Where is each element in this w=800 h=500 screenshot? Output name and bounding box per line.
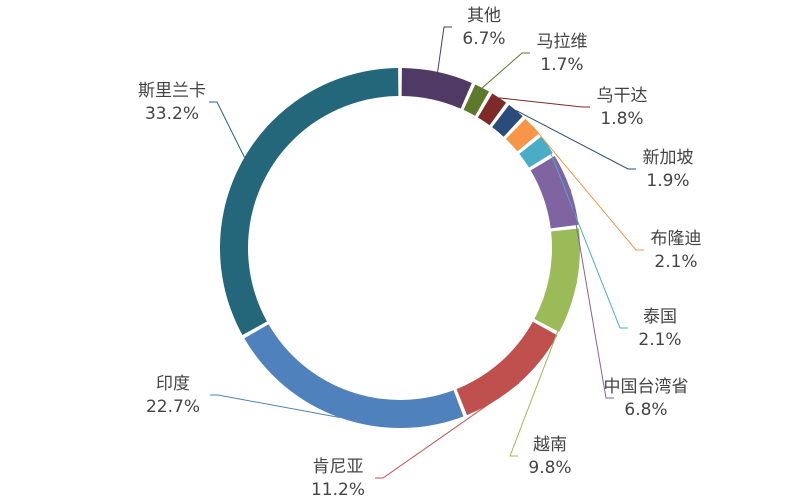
slice-category-label: 布隆迪 bbox=[651, 229, 702, 249]
slice-category-label: 其他 bbox=[467, 6, 501, 26]
leader-line-1 bbox=[437, 26, 452, 73]
leader-lines bbox=[209, 26, 644, 479]
leader-line-5 bbox=[531, 125, 644, 251]
slice-value-label: 2.1% bbox=[654, 252, 697, 272]
slice-category-label: 斯里兰卡 bbox=[138, 81, 206, 101]
slice-value-label: 6.7% bbox=[462, 29, 505, 49]
slice-7 bbox=[530, 156, 579, 229]
leader-line-4 bbox=[515, 109, 636, 170]
slice-value-label: 6.8% bbox=[624, 400, 667, 420]
slice-value-label: 33.2% bbox=[145, 104, 199, 124]
slice-1 bbox=[401, 68, 472, 109]
leader-line-3 bbox=[499, 97, 590, 108]
slice-category-label: 马拉维 bbox=[537, 32, 588, 52]
slice-value-label: 11.2% bbox=[311, 480, 365, 500]
donut-slices bbox=[219, 68, 580, 428]
slice-category-label: 越南 bbox=[533, 435, 567, 455]
slice-9 bbox=[456, 321, 558, 416]
leader-line-10 bbox=[210, 394, 340, 419]
slice-category-label: 乌干达 bbox=[597, 86, 648, 106]
slice-5 bbox=[505, 118, 539, 152]
slice-11 bbox=[219, 68, 399, 336]
slice-value-label: 1.9% bbox=[646, 171, 689, 191]
slice-labels: 其他 6.7% 马拉维 1.7% 乌干达 1.8%新加坡 1.9% 布隆迪 2.1% 泰国 2.1%… bbox=[138, 6, 702, 500]
slice-2 bbox=[463, 84, 490, 116]
slice-4 bbox=[492, 104, 523, 137]
slice-category-label: 新加坡 bbox=[643, 148, 694, 168]
leader-line-11 bbox=[209, 101, 245, 158]
slice-category-label: 泰国 bbox=[643, 307, 677, 327]
slice-value-label: 1.8% bbox=[600, 109, 643, 129]
slice-6 bbox=[519, 136, 553, 168]
slice-8 bbox=[534, 228, 580, 333]
slice-value-label: 2.1% bbox=[638, 330, 681, 350]
slice-category-label: 中国台湾省 bbox=[604, 377, 689, 397]
slice-10 bbox=[244, 324, 464, 428]
leader-line-6 bbox=[546, 144, 628, 329]
leader-line-7 bbox=[569, 189, 614, 399]
slice-value-label: 9.8% bbox=[528, 458, 571, 478]
slice-value-label: 22.7% bbox=[146, 397, 200, 417]
leader-line-8 bbox=[509, 281, 578, 457]
slice-3 bbox=[477, 93, 507, 126]
slice-value-label: 1.7% bbox=[540, 55, 583, 75]
leader-line-9 bbox=[375, 382, 520, 479]
slice-category-label: 肯尼亚 bbox=[313, 457, 364, 477]
slice-category-label: 印度 bbox=[156, 374, 190, 394]
leader-line-2 bbox=[481, 52, 530, 89]
